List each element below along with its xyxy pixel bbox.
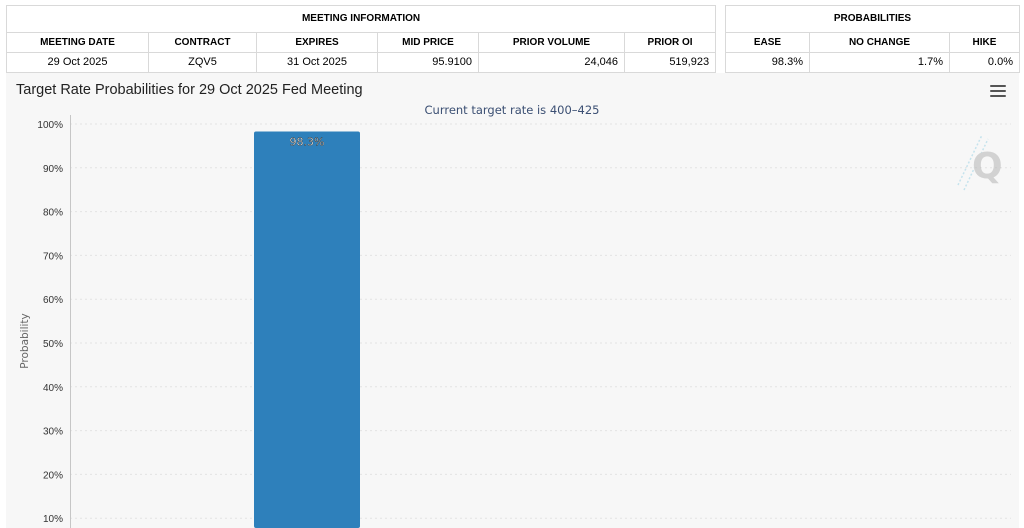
col-prior-volume: PRIOR VOLUME — [478, 32, 625, 53]
no-change-cell: 1.7% — [809, 52, 950, 73]
col-expires: EXPIRES — [256, 32, 378, 53]
y-tick-label: 60% — [43, 295, 63, 306]
expires-cell: 31 Oct 2025 — [256, 52, 378, 73]
probabilities-table: PROBABILITIES EASE NO CHANGE HIKE 98.3% … — [725, 5, 1020, 73]
ease-cell: 98.3% — [725, 52, 810, 73]
col-meeting-date: MEETING DATE — [6, 32, 149, 53]
table-row: 98.3% 1.7% 0.0% — [725, 52, 1020, 73]
col-prior-oi: PRIOR OI — [623, 32, 717, 53]
probability-chart: Target Rate Probabilities for 29 Oct 202… — [6, 73, 1019, 528]
chart-menu-icon[interactable] — [990, 85, 1006, 99]
prior-volume-cell: 24,046 — [478, 52, 625, 73]
y-axis-label: Probability — [19, 313, 31, 369]
y-tick-label: 40% — [43, 383, 63, 394]
bars: 98.3% — [254, 131, 360, 528]
y-tick-label: 20% — [43, 470, 63, 481]
y-tick-label: 70% — [43, 251, 63, 262]
col-mid-price: MID PRICE — [377, 32, 479, 53]
meeting-date-cell: 29 Oct 2025 — [6, 52, 149, 73]
bar-data-label: 98.3% — [290, 135, 325, 148]
meeting-info-header: MEETING INFORMATION — [5, 5, 717, 33]
y-tick-label: 50% — [43, 339, 63, 350]
col-contract: CONTRACT — [148, 32, 257, 53]
col-no-change: NO CHANGE — [809, 32, 950, 53]
y-tick-labels: 100% 90% 80% 70% 60% 50% 40% 30% 20% 10% — [37, 120, 63, 525]
svg-text:Q: Q — [972, 146, 1003, 187]
q-logo-icon: Q — [957, 134, 1003, 191]
prior-oi-cell: 519,923 — [623, 52, 717, 73]
meeting-info-table: MEETING INFORMATION MEETING DATE CONTRAC… — [5, 5, 717, 73]
contract-cell: ZQV5 — [148, 52, 257, 73]
chart-title: Target Rate Probabilities for 29 Oct 202… — [16, 82, 363, 98]
table-row: 29 Oct 2025 ZQV5 31 Oct 2025 95.9100 24,… — [6, 52, 717, 73]
y-tick-label: 10% — [43, 514, 63, 525]
hike-cell: 0.0% — [949, 52, 1020, 73]
gridlines — [70, 123, 1011, 519]
chart-canvas: Target Rate Probabilities for 29 Oct 202… — [16, 82, 1011, 528]
mid-price-cell: 95.9100 — [377, 52, 479, 73]
y-tick-label: 30% — [43, 427, 63, 438]
y-tick-label: 100% — [37, 120, 63, 131]
y-tick-label: 90% — [43, 164, 63, 175]
col-hike: HIKE — [949, 32, 1020, 53]
y-tick-label: 80% — [43, 208, 63, 219]
probability-bar[interactable] — [254, 131, 360, 528]
col-ease: EASE — [725, 32, 810, 53]
probabilities-header: PROBABILITIES — [725, 5, 1020, 33]
chart-subtitle: Current target rate is 400–425 — [425, 103, 600, 117]
